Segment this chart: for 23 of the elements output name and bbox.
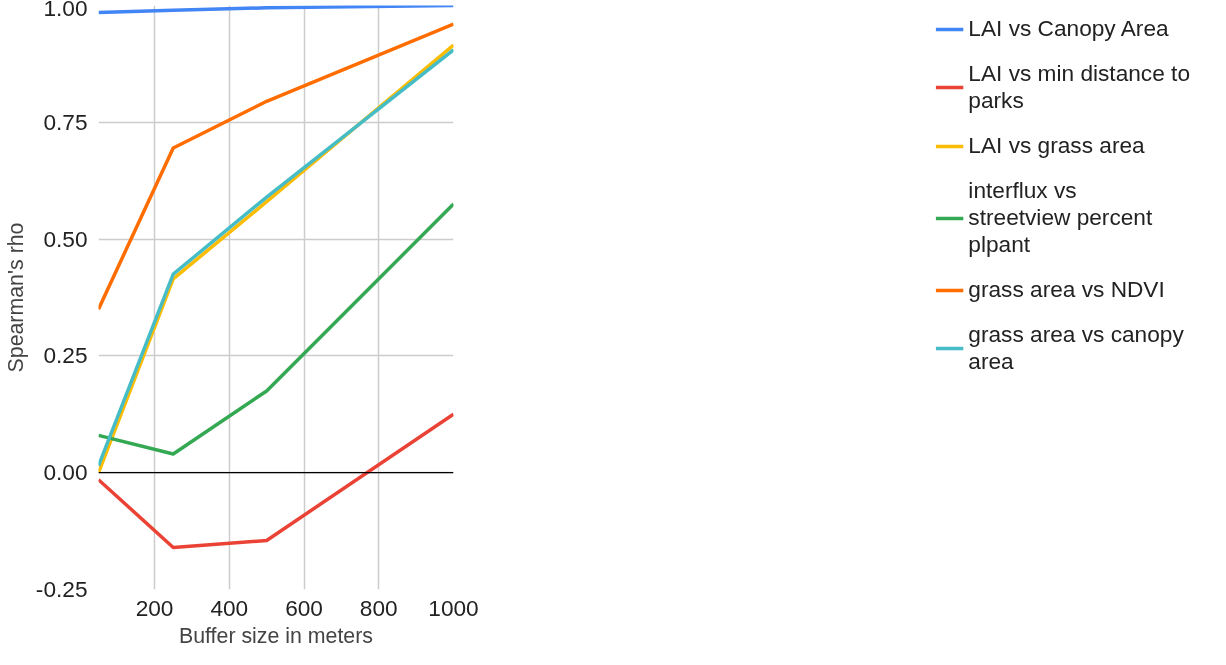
line-series (98, 5, 454, 15)
x-tick-label: 600 (285, 594, 323, 621)
y-axis-title: Spearman's rho (3, 222, 28, 373)
legend-label: LAI vs grass area (968, 132, 1145, 159)
x-tick-label: 200 (135, 594, 174, 621)
y-tick-label: -0.25 (35, 576, 88, 602)
legend-label: grass area vs NDVI (968, 276, 1165, 303)
line-series (98, 22, 454, 311)
x-tick-label: 800 (359, 594, 398, 621)
legend-label: LAI vs min distance to parks (968, 60, 1190, 114)
legend-label: LAI vs Canopy Area (968, 15, 1169, 42)
y-tick-label: 0.75 (43, 108, 88, 135)
line-series (98, 202, 454, 456)
y-tick-label: 1.00 (43, 0, 88, 21)
line-series (98, 412, 454, 550)
x-axis-title: Buffer size in meters (179, 623, 374, 648)
y-tick-label: 0.50 (43, 225, 88, 252)
x-tick-label: 1000 (428, 594, 479, 621)
legend-label: grass area vs canopy area (968, 321, 1184, 375)
y-tick-label: 0.00 (43, 459, 88, 486)
y-tick-label: 0.25 (43, 342, 88, 369)
legend-label: interflux vs streetview percent plpant (968, 177, 1153, 258)
x-tick-label: 400 (210, 594, 249, 621)
